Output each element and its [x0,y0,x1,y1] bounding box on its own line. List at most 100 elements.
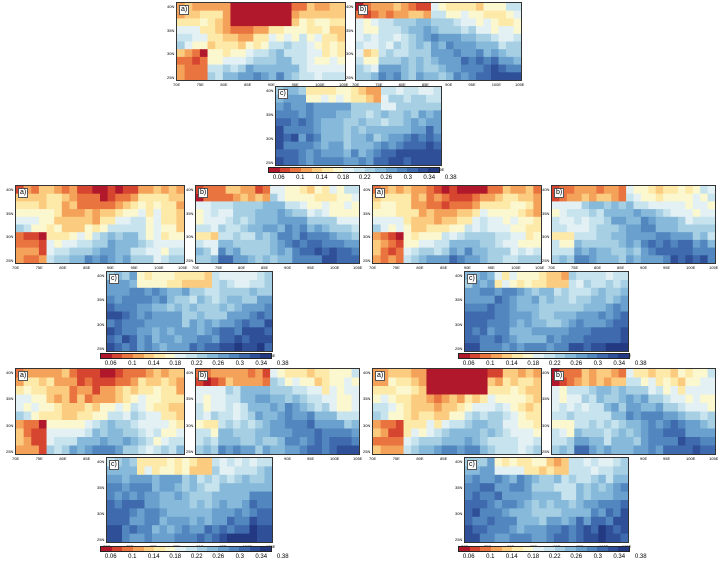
field-cell [393,41,402,50]
colorbar-label: 0.1 [486,361,495,367]
field-cell [92,232,101,241]
field-cell [589,437,598,447]
field-cell [426,157,435,165]
field-cell [576,272,585,281]
field-cell [129,279,138,289]
field-cell [476,10,485,19]
field-cell [61,411,71,421]
latitude-tick-label: 30N [97,321,105,327]
field-cell [176,403,184,413]
field-cell [253,72,262,80]
field-cell [479,411,489,421]
field-cell [262,437,271,447]
field-cell [152,295,161,305]
field-cell [524,483,533,493]
field-cell [381,133,390,143]
field-cell [487,500,496,509]
panel-label: a) [18,188,29,198]
field-cell [479,311,488,320]
field-cell [219,491,228,501]
field-cell [433,102,441,111]
field-cell [212,533,221,542]
field-cell [423,10,432,19]
field-cell [145,428,155,438]
field-cell [670,445,679,454]
field-cell [590,516,599,526]
field-cell [583,279,592,289]
field-cell [472,319,481,328]
field-cell [479,533,488,542]
field-cell [130,224,139,233]
field-cell [598,458,607,467]
field-cell [449,411,458,421]
field-cell [373,216,382,226]
field-cell [618,445,627,454]
field-cell [329,394,338,404]
field-cell [581,403,590,413]
field-cell [204,483,213,493]
field-cell [238,56,247,66]
g5-colorbar: 0.06 0.1 0.14 0.18 0.22 0.26 0.3 0.34 0.38 [458,546,647,562]
field-cell [633,224,642,233]
field-cell [257,483,266,493]
field-cell [192,41,201,50]
field-cell [69,193,78,202]
field-cell [403,420,412,430]
field-cell [596,411,605,421]
field-cell [476,3,485,12]
field-cell [351,386,359,396]
field-cell [516,525,525,535]
field-cell [461,33,470,43]
field-cell [531,500,540,509]
field-cell [626,186,635,195]
field-cell [328,94,337,104]
field-cell [268,26,277,35]
field-cell [403,110,412,119]
field-cell [329,232,338,241]
field-cell [396,149,405,158]
longitude-tick-label: 85E [83,265,91,270]
field-cell [299,216,308,226]
field-cell [495,445,504,454]
field-cell [344,437,353,447]
field-cell [441,394,450,404]
colorbar-swatch [279,168,291,172]
field-cell [581,437,590,447]
field-cell [314,209,323,218]
field-cell [576,508,585,518]
field-cell [533,394,541,404]
field-cell [457,216,466,226]
field-cell [247,232,256,241]
field-cell [663,386,672,396]
field-cell [472,193,481,202]
field-cell [568,525,577,535]
field-cell [495,420,504,430]
field-cell [487,343,496,351]
field-cell [328,118,337,127]
field-cell [344,224,353,233]
field-cell [495,369,504,379]
field-cell [487,483,496,493]
field-cell [197,279,206,289]
field-cell [640,377,649,387]
field-cell [152,287,161,297]
field-cell [31,239,40,249]
field-cell [373,87,382,96]
field-cell [31,193,40,202]
field-cell [380,239,389,249]
field-cell [321,186,330,195]
field-cell [472,295,481,305]
field-cell [307,394,316,404]
field-cell [351,94,360,104]
field-cell [381,141,390,150]
field-cell [518,377,527,387]
field-cell [107,287,116,297]
colorbar-swatch [533,354,544,358]
field-cell [46,193,55,202]
field-cell [210,386,219,396]
field-cell [322,56,331,66]
field-cell [176,369,184,379]
field-cell [344,193,353,202]
field-cell [568,491,577,501]
colorbar-swatch [239,547,250,551]
